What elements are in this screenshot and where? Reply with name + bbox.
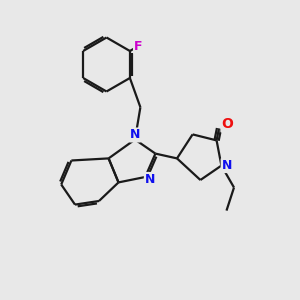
Text: N: N (145, 173, 155, 186)
Text: F: F (134, 40, 142, 53)
Text: O: O (221, 118, 233, 131)
Text: N: N (130, 128, 140, 142)
Text: N: N (222, 159, 232, 172)
